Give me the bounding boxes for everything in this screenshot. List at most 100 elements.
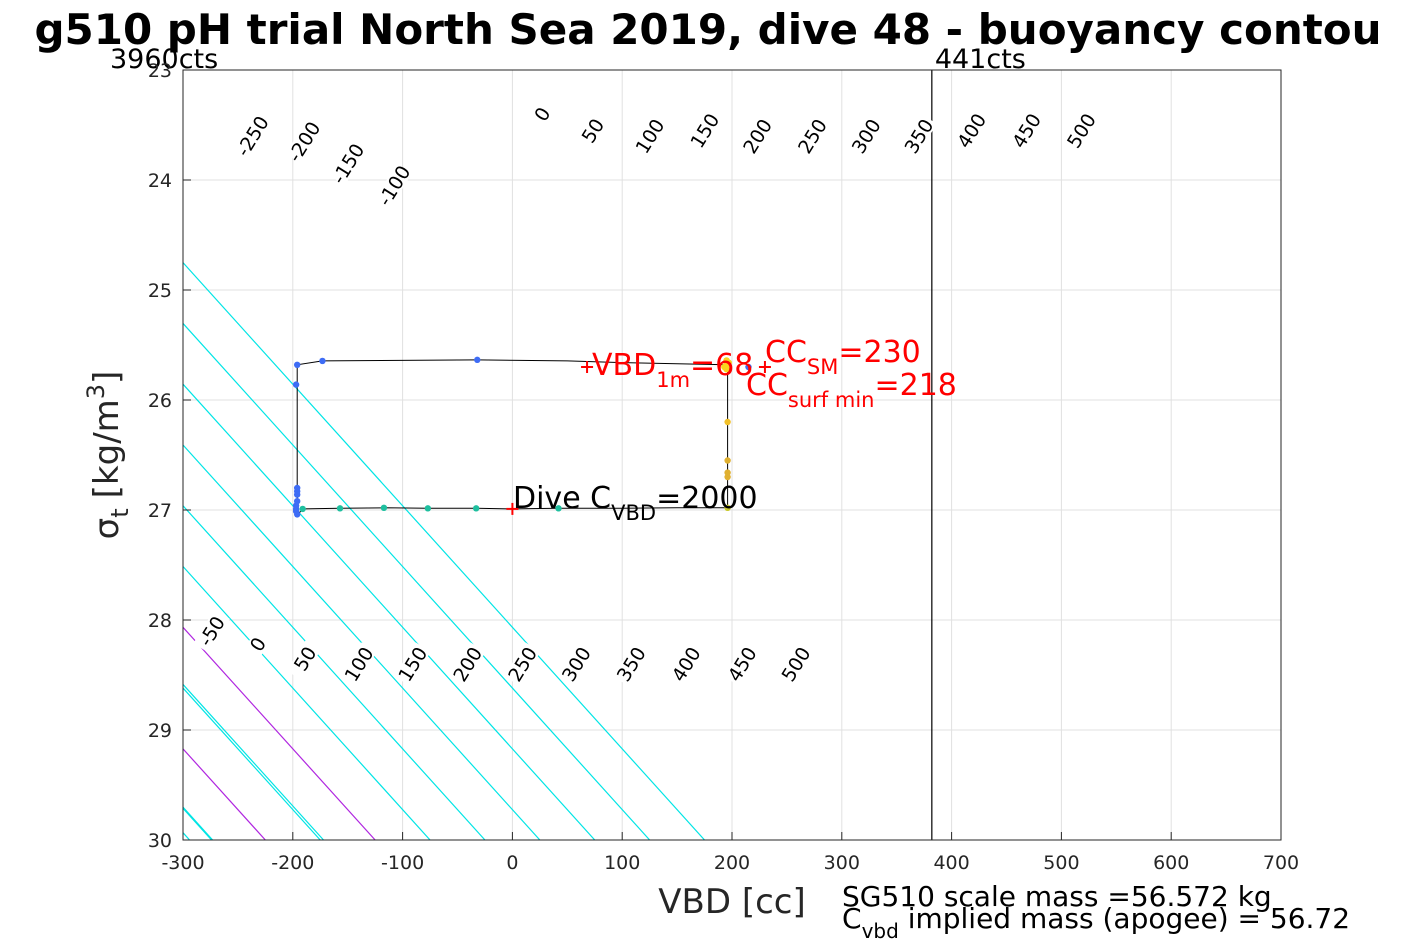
cc-surf-min-annotation: CCsurf min=218 — [746, 368, 957, 412]
contour-label-bg — [449, 642, 486, 686]
dive-data-point — [725, 359, 732, 366]
contour-label-bg — [667, 642, 705, 686]
contour-line — [183, 565, 431, 840]
contour-line — [183, 383, 596, 840]
x-tick-label: 700 — [1263, 852, 1299, 874]
contour-label-bg — [286, 636, 324, 681]
dive-data-point — [319, 357, 326, 365]
contour-line — [183, 504, 486, 840]
dive-data-point — [380, 504, 388, 511]
y-axis-label: σt [kg/m3] — [82, 371, 134, 540]
y-tick-label: 25 — [148, 280, 172, 302]
dive-data-point — [299, 505, 306, 513]
contour-line — [183, 322, 651, 840]
contour-label: -200 — [284, 118, 326, 166]
contour-line — [183, 683, 324, 840]
contour-label-bg — [723, 642, 761, 686]
cc-sm-value: =230 — [838, 335, 920, 370]
dive-data-point — [292, 381, 300, 388]
cc-surf-min-main: CC — [746, 368, 788, 403]
dive-data-point — [724, 418, 731, 426]
contour-label-bg — [739, 114, 776, 158]
x-tick-label: 400 — [933, 852, 969, 874]
contour-label-bg — [193, 609, 230, 653]
contour-line — [183, 444, 541, 840]
x-tick-label: -300 — [161, 852, 204, 874]
contour-label-bg — [1062, 108, 1100, 153]
contour-label-bg — [777, 642, 814, 686]
contour-label-bg — [953, 108, 990, 153]
y-tick-label: 24 — [148, 170, 172, 192]
dive-data-point — [724, 504, 731, 511]
contour-label-bg — [375, 163, 413, 208]
dive-data-point — [745, 363, 752, 371]
x-tick-label: 200 — [714, 852, 750, 874]
cvbd-sub: vbd — [862, 919, 899, 943]
contour-line — [183, 687, 321, 840]
contour-label-bg — [340, 642, 377, 686]
y-tick-label: 30 — [148, 830, 172, 852]
dive-data-point — [724, 473, 731, 481]
y-tick-label: 23 — [148, 60, 172, 82]
contour-line — [183, 747, 266, 840]
x-tick-label: -100 — [381, 852, 424, 874]
scale-mass-text: SG510 scale mass =56.572 kg — [842, 880, 1272, 913]
vbd-1m-value: =68 — [690, 348, 753, 383]
dive-data-point — [472, 505, 480, 512]
dive-data-point — [474, 356, 481, 364]
contour-line — [183, 261, 705, 840]
dive-trajectory — [292, 356, 771, 518]
contour-label: -100 — [374, 162, 416, 210]
contour-label-bg — [1008, 108, 1045, 153]
contour-label-bg — [900, 114, 937, 158]
dive-cvbd-sub: VBD — [611, 501, 656, 525]
contour-label-bg — [394, 642, 431, 686]
dive-cvbd-value: =2000 — [656, 481, 757, 516]
y-axis-label-units: [kg/m — [87, 399, 127, 498]
contour-label-bg — [523, 92, 561, 136]
dive-data-point — [336, 505, 344, 512]
vbd-1m-sub: 1m — [656, 368, 690, 392]
contour-label-bg — [233, 114, 271, 158]
y-tick-label: 28 — [148, 610, 172, 632]
dive-data-point — [293, 491, 301, 498]
contour-label: -150 — [328, 140, 370, 188]
cc-sm-annotation: CCSM=230 — [765, 335, 921, 379]
y-axis-label-symbol: σ — [87, 518, 127, 540]
contour-label-bg — [504, 642, 541, 686]
contour-label-bg — [793, 114, 831, 158]
dive-data-point — [293, 361, 301, 368]
contour-label-bg — [847, 114, 885, 158]
dive-data-point — [555, 505, 562, 512]
contour-label-bg — [574, 108, 611, 153]
cvbd-main: C — [842, 902, 862, 935]
cc-surf-min-sub: surf min — [788, 388, 875, 412]
cvbd-implied-mass-text: Cvbd implied mass (apogee) = 56.72 — [842, 902, 1350, 943]
x-axis-label: VBD [cc] — [658, 882, 806, 922]
contour-label-bg — [239, 622, 276, 666]
contour-label: -250 — [232, 112, 274, 160]
y-axis-label-subscript: t — [106, 508, 134, 517]
x-tick-label: -200 — [271, 852, 314, 874]
dive-data-point — [721, 363, 728, 371]
x-tick-label: 500 — [1043, 852, 1079, 874]
dive-data-point — [724, 469, 731, 476]
y-tick-label: 26 — [148, 390, 172, 412]
cc-surf-min-value: =218 — [874, 368, 956, 403]
contour-line — [0, 70, 161, 840]
contour-label-bg — [612, 642, 650, 686]
x-tick-label: 300 — [824, 852, 860, 874]
contour-label-bg — [329, 141, 366, 186]
y-tick-label: 29 — [148, 720, 172, 742]
x-tick-label: 0 — [506, 852, 518, 874]
x-tick-label: 100 — [604, 852, 640, 874]
x-tick-label: 600 — [1153, 852, 1189, 874]
cc-sm-sub: SM — [807, 355, 838, 379]
contour-label-bg — [285, 119, 323, 164]
chart-title: g510 pH trial North Sea 2019, dive 48 - … — [34, 5, 1381, 54]
contour-label-bg — [686, 108, 723, 153]
dive-data-point — [724, 457, 731, 464]
